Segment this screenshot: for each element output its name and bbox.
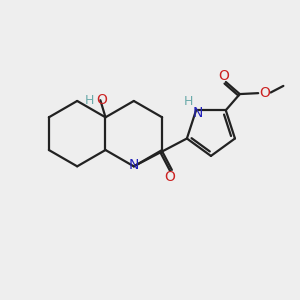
Text: N: N [192, 106, 203, 120]
Text: O: O [218, 69, 229, 83]
Text: N: N [129, 158, 139, 172]
Text: O: O [259, 86, 270, 100]
Text: O: O [96, 93, 107, 107]
Text: H: H [84, 94, 94, 107]
Text: O: O [165, 170, 176, 184]
Text: H: H [183, 95, 193, 108]
